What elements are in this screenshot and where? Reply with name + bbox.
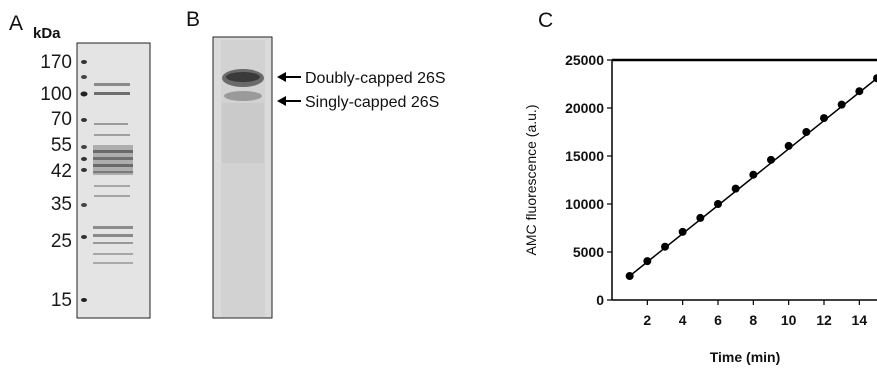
x-axis-ticks: 2 4 6 8 10 12 14 — [643, 300, 867, 328]
singly-capped-26s-annotation: Singly-capped 26S — [277, 94, 439, 111]
doubly-capped-26s-annotation: Doubly-capped 26S — [277, 70, 446, 87]
marker-label-70: 70 — [51, 109, 72, 130]
panel-c-letter: C — [538, 9, 553, 32]
data-point — [696, 213, 705, 222]
y-tick-label: 25000 — [565, 52, 604, 68]
panel-a-letter: A — [9, 12, 23, 35]
y-tick-label: 5000 — [573, 244, 604, 260]
data-points — [625, 74, 877, 280]
data-point — [767, 155, 775, 164]
molecular-weight-marker-labels: 170 100 70 55 42 35 25 15 — [40, 52, 72, 311]
data-point — [784, 141, 793, 150]
marker-label-170: 170 — [40, 52, 72, 73]
x-tick-label: 12 — [816, 312, 832, 328]
doubly-capped-arrow-head-icon — [277, 72, 286, 82]
data-point — [661, 242, 669, 251]
data-point — [873, 74, 877, 83]
marker-label-42: 42 — [51, 161, 72, 182]
marker-label-55: 55 — [51, 135, 72, 156]
x-tick-label: 8 — [749, 312, 757, 328]
kda-unit-label: kDa — [33, 25, 61, 42]
data-point — [749, 170, 758, 179]
singly-capped-arrow-head-icon — [277, 96, 286, 106]
doubly-capped-26s-label: Doubly-capped 26S — [305, 70, 446, 87]
data-point — [625, 272, 634, 280]
data-point — [714, 200, 722, 208]
y-tick-label: 0 — [596, 292, 604, 308]
marker-label-35: 35 — [51, 194, 72, 215]
x-tick-label: 4 — [679, 312, 687, 328]
sds-page-gel-image — [76, 42, 151, 319]
data-point — [855, 87, 864, 96]
data-point — [731, 184, 740, 193]
panel-b-letter: B — [186, 8, 200, 31]
marker-label-15: 15 — [51, 290, 72, 311]
data-point — [820, 114, 828, 123]
x-tick-label: 10 — [781, 312, 797, 328]
y-axis-ticks: 0 5000 10000 15000 20000 25000 — [565, 52, 612, 308]
y-axis-title: AMC fluorescence (a.u.) — [523, 105, 539, 256]
data-point — [678, 227, 687, 236]
data-point — [643, 257, 652, 266]
marker-label-100: 100 — [40, 84, 72, 105]
y-tick-label: 10000 — [565, 196, 604, 212]
x-axis-title: Time (min) — [710, 349, 781, 365]
native-gel-image — [212, 36, 273, 319]
x-tick-label: 2 — [643, 312, 651, 328]
x-tick-label: 14 — [852, 312, 868, 328]
singly-capped-26s-label: Singly-capped 26S — [305, 94, 439, 111]
marker-label-25: 25 — [51, 231, 72, 252]
data-point — [837, 100, 846, 109]
x-tick-label: 6 — [714, 312, 722, 328]
y-tick-label: 20000 — [565, 100, 604, 116]
y-tick-label: 15000 — [565, 148, 604, 164]
data-point — [802, 128, 811, 136]
amc-fluorescence-chart: 0 5000 10000 15000 20000 25000 2 4 6 8 10 12 14 AMC… — [523, 52, 877, 365]
